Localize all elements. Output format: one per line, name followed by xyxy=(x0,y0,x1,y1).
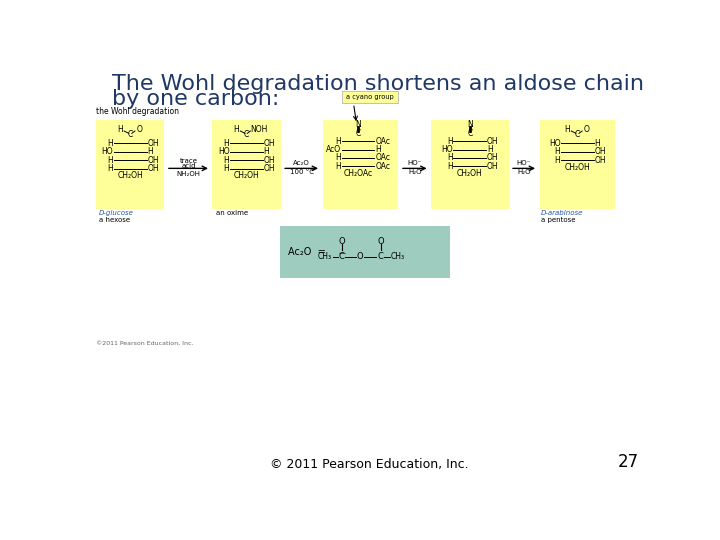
Text: © 2011 Pearson Education, Inc.: © 2011 Pearson Education, Inc. xyxy=(270,458,468,471)
Text: H: H xyxy=(375,145,381,154)
FancyBboxPatch shape xyxy=(323,120,398,209)
Text: H: H xyxy=(595,139,600,148)
Text: H: H xyxy=(447,153,453,163)
Text: CH₂OH: CH₂OH xyxy=(234,171,259,180)
Text: C: C xyxy=(467,129,472,138)
Text: NOH: NOH xyxy=(251,125,268,134)
Text: HO: HO xyxy=(549,139,560,148)
Text: CH₃: CH₃ xyxy=(318,252,332,261)
Text: HO: HO xyxy=(102,147,113,156)
Text: trace: trace xyxy=(179,158,197,165)
Text: OH: OH xyxy=(487,153,498,163)
Text: AcO: AcO xyxy=(326,145,341,154)
Text: C: C xyxy=(575,130,580,139)
Text: H: H xyxy=(336,162,341,171)
FancyBboxPatch shape xyxy=(342,91,397,103)
Text: 100 °C: 100 °C xyxy=(289,169,314,175)
Text: OH: OH xyxy=(487,137,498,146)
Text: C: C xyxy=(356,129,361,138)
Text: OH: OH xyxy=(264,156,275,165)
Text: H: H xyxy=(264,147,269,156)
Text: O: O xyxy=(356,252,363,261)
Text: OAc: OAc xyxy=(375,153,390,163)
Text: HO⁻: HO⁻ xyxy=(408,160,422,166)
Text: OH: OH xyxy=(264,164,275,173)
Text: CH₂OH: CH₂OH xyxy=(564,163,590,172)
Text: C: C xyxy=(339,252,345,261)
Text: H: H xyxy=(564,125,570,134)
Text: an oxime: an oxime xyxy=(215,211,248,217)
Text: HO: HO xyxy=(218,147,230,156)
FancyBboxPatch shape xyxy=(431,120,508,209)
Text: H: H xyxy=(554,156,560,165)
Text: N: N xyxy=(467,119,472,129)
Text: the Wohl degradation: the Wohl degradation xyxy=(96,107,179,117)
Text: O: O xyxy=(377,237,384,246)
Text: The Wohl degradation shortens an aldose chain: The Wohl degradation shortens an aldose … xyxy=(112,74,644,94)
Text: O: O xyxy=(137,125,143,134)
Text: H: H xyxy=(233,125,239,134)
Text: HO⁻: HO⁻ xyxy=(517,160,531,166)
Text: Ac₂O: Ac₂O xyxy=(293,160,310,166)
Text: D-glucose: D-glucose xyxy=(99,211,134,217)
Text: H: H xyxy=(224,156,230,165)
Text: a cyano group: a cyano group xyxy=(346,94,394,100)
Text: by one carbon:: by one carbon: xyxy=(112,90,279,110)
Text: H: H xyxy=(487,145,492,154)
Text: CH₂OH: CH₂OH xyxy=(117,171,143,180)
Text: H₂O: H₂O xyxy=(517,169,531,175)
Text: a hexose: a hexose xyxy=(99,217,130,223)
Text: C: C xyxy=(378,252,384,261)
Text: Ac₂O  =: Ac₂O = xyxy=(287,247,325,257)
Text: H: H xyxy=(107,156,113,165)
FancyBboxPatch shape xyxy=(280,226,451,278)
Text: C: C xyxy=(244,130,249,139)
Text: D-arabinose: D-arabinose xyxy=(541,211,583,217)
Text: H: H xyxy=(554,147,560,156)
Text: OH: OH xyxy=(595,147,606,156)
Text: H: H xyxy=(447,162,453,171)
Text: CH₃: CH₃ xyxy=(391,252,405,261)
Text: OH: OH xyxy=(148,164,159,173)
Text: NH₂OH: NH₂OH xyxy=(176,171,200,177)
Text: OAc: OAc xyxy=(375,137,390,146)
Text: CH₂OH: CH₂OH xyxy=(457,169,482,178)
Text: H: H xyxy=(224,139,230,148)
Text: OH: OH xyxy=(487,162,498,171)
Text: H: H xyxy=(107,139,113,148)
Text: 27: 27 xyxy=(618,454,639,471)
Text: H: H xyxy=(336,153,341,163)
Text: OH: OH xyxy=(264,139,275,148)
FancyBboxPatch shape xyxy=(212,120,281,209)
Text: N: N xyxy=(355,119,361,129)
Text: OH: OH xyxy=(148,139,159,148)
Text: H: H xyxy=(148,147,153,156)
Text: H: H xyxy=(447,137,453,146)
Text: CH₂OAc: CH₂OAc xyxy=(343,169,373,178)
FancyBboxPatch shape xyxy=(96,120,164,209)
Text: O: O xyxy=(584,125,590,134)
Text: H: H xyxy=(117,125,122,134)
Text: C: C xyxy=(127,130,133,139)
Text: OH: OH xyxy=(148,156,159,165)
Text: a pentose: a pentose xyxy=(541,217,575,223)
Text: HO: HO xyxy=(441,145,453,154)
FancyBboxPatch shape xyxy=(539,120,616,209)
Text: H: H xyxy=(107,164,113,173)
Text: H₂O: H₂O xyxy=(408,169,421,175)
Text: O: O xyxy=(338,237,345,246)
Text: H: H xyxy=(336,137,341,146)
Text: OH: OH xyxy=(595,156,606,165)
Text: ©2011 Pearson Education, Inc.: ©2011 Pearson Education, Inc. xyxy=(96,341,194,346)
Text: acid: acid xyxy=(181,163,196,169)
Text: OAc: OAc xyxy=(375,162,390,171)
Text: H: H xyxy=(224,164,230,173)
